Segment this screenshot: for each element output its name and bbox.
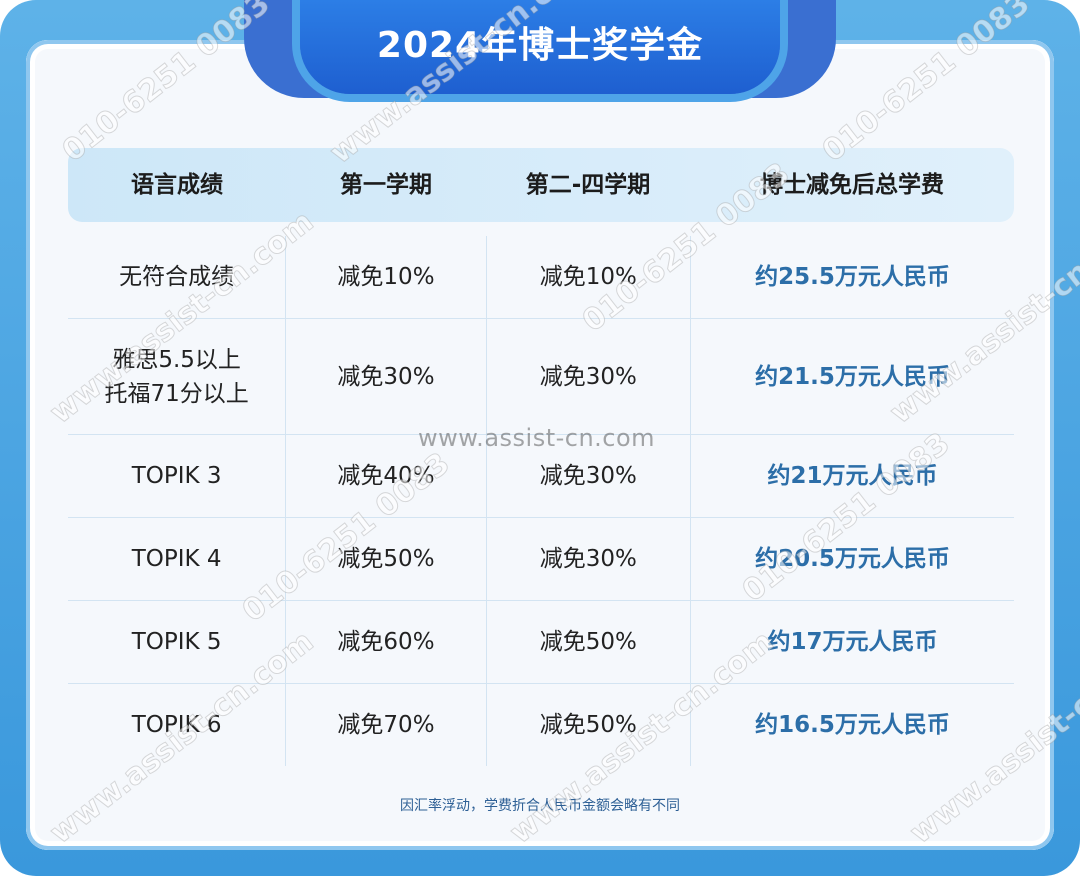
cell-later-semesters: 减免10% — [487, 236, 692, 318]
cell-total-tuition: 约21.5万元人民币 — [755, 363, 950, 390]
table-row: TOPIK 4 减免50% 减免30% 约20.5万元人民币 — [68, 518, 1014, 601]
cell-language-score: TOPIK 4 — [68, 518, 287, 600]
cell-language-score: 无符合成绩 — [68, 236, 287, 318]
cell-first-semester: 减免10% — [286, 236, 487, 318]
table-row: TOPIK 3 减免40% 减免30% 约21万元人民币 — [68, 435, 1014, 518]
cell-later-semesters: 减免30% — [487, 435, 692, 517]
cell-later-semesters: 减免50% — [487, 601, 692, 683]
cell-language-score: TOPIK 3 — [68, 435, 287, 517]
cell-first-semester: 减免70% — [286, 684, 487, 766]
table-body: 无符合成绩 减免10% 减免10% 约25.5万元人民币 雅思5.5以上 托福7… — [68, 236, 1014, 766]
header-language-score: 语言成绩 — [131, 172, 223, 198]
title-tab — [300, 0, 780, 94]
header-total-tuition: 博士减免后总学费 — [760, 172, 944, 198]
cell-later-semesters: 减免30% — [487, 319, 692, 434]
cell-total-tuition: 约21万元人民币 — [767, 463, 938, 489]
table-row: TOPIK 6 减免70% 减免50% 约16.5万元人民币 — [68, 684, 1014, 766]
cell-total-tuition: 约16.5万元人民币 — [755, 712, 950, 738]
cell-total-tuition: 约20.5万元人民币 — [755, 546, 950, 572]
cell-first-semester: 减免30% — [286, 319, 487, 434]
cell-first-semester: 减免60% — [286, 601, 487, 683]
table-row: 雅思5.5以上 托福71分以上 减免30% 减免30% 约21.5万元人民币 — [68, 319, 1014, 435]
cell-first-semester: 减免40% — [286, 435, 487, 517]
cell-total-tuition: 约25.5万元人民币 — [755, 264, 950, 290]
page-title: 2024年博士奖学金 — [376, 25, 704, 66]
table-row: 无符合成绩 减免10% 减免10% 约25.5万元人民币 — [68, 236, 1014, 319]
center-watermark: www.assist-cn.com — [418, 424, 656, 452]
header-first-semester: 第一学期 — [340, 172, 432, 198]
header-second-to-fourth-semester: 第二-四学期 — [525, 172, 651, 198]
cell-language-score: 雅思5.5以上 托福71分以上 — [68, 319, 287, 434]
cell-later-semesters: 减免30% — [487, 518, 692, 600]
cell-language-score: TOPIK 6 — [68, 684, 287, 766]
table-row: TOPIK 5 减免60% 减免50% 约17万元人民币 — [68, 601, 1014, 684]
cell-total-tuition: 约17万元人民币 — [767, 629, 938, 655]
footnote: 因汇率浮动，学费折合人民币金额会略有不同 — [400, 798, 680, 814]
cell-later-semesters: 减免50% — [487, 684, 692, 766]
cell-language-score: TOPIK 5 — [68, 601, 287, 683]
table-header: 语言成绩 第一学期 第二-四学期 博士减免后总学费 — [68, 148, 1014, 222]
cell-first-semester: 减免50% — [286, 518, 487, 600]
